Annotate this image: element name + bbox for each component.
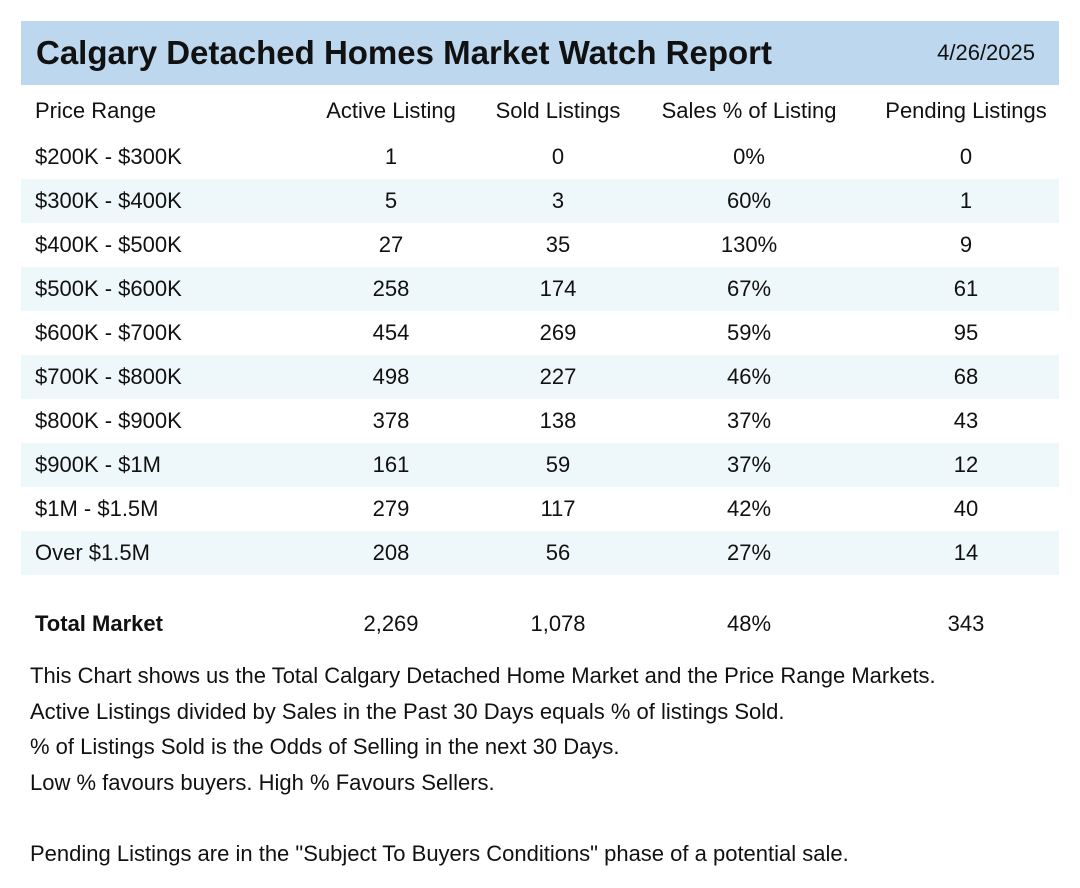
total-pct: 48%: [726, 611, 772, 636]
sold-listings-cell: 174: [539, 276, 577, 301]
table-row: $800K - $900K 378 138 37% 43: [21, 399, 1059, 443]
sales-pct-cell: 27%: [726, 540, 772, 565]
column-header-active-listing: Active Listing: [326, 98, 456, 123]
active-listing-cell: 27: [378, 232, 404, 257]
table-row: $1M - $1.5M 279 117 42% 40: [21, 487, 1059, 531]
sold-listings-cell: 56: [545, 540, 571, 565]
table-row: $900K - $1M 161 59 37% 12: [21, 443, 1059, 487]
pending-listings-cell: 1: [959, 188, 973, 213]
sold-listings-cell: 269: [539, 320, 577, 345]
price-range-cell: $800K - $900K: [35, 408, 182, 433]
sold-listings-cell: 138: [539, 408, 577, 433]
active-listing-cell: 208: [372, 540, 410, 565]
table-row: $300K - $400K 5 3 60% 1: [21, 179, 1059, 223]
sales-pct-cell: 37%: [726, 452, 772, 477]
pending-listings-cell: 12: [953, 452, 979, 477]
pending-listings-cell: 68: [953, 364, 979, 389]
table-row: $500K - $600K 258 174 67% 61: [21, 267, 1059, 311]
column-header-price-range: Price Range: [35, 98, 157, 123]
table-row: $600K - $700K 454 269 59% 95: [21, 311, 1059, 355]
active-listing-cell: 498: [372, 364, 410, 389]
sold-listings-cell: 0: [551, 144, 565, 169]
pending-listings-cell: 9: [959, 232, 973, 257]
price-range-cell: $500K - $600K: [35, 276, 182, 301]
total-active: 2,269: [363, 611, 419, 636]
table-row: $200K - $300K 1 0 0% 0: [21, 135, 1059, 179]
sold-listings-cell: 117: [540, 496, 576, 521]
table-header-row: Price Range Active Listing Sold Listings…: [21, 85, 1059, 135]
sold-listings-cell: 227: [539, 364, 577, 389]
column-header-sales-pct: Sales % of Listing: [661, 98, 837, 123]
market-table: Price Range Active Listing Sold Listings…: [21, 85, 1059, 655]
table-row: $700K - $800K 498 227 46% 68: [21, 355, 1059, 399]
pending-listings-cell: 14: [953, 540, 979, 565]
price-range-cell: $1M - $1.5M: [35, 496, 159, 521]
price-range-cell: $900K - $1M: [35, 452, 161, 477]
active-listing-cell: 378: [372, 408, 410, 433]
price-range-cell: $400K - $500K: [35, 232, 182, 257]
total-pending: 343: [947, 611, 985, 636]
note-line: % of Listings Sold is the Odds of Sellin…: [30, 734, 620, 759]
pending-listings-cell: 0: [959, 144, 973, 169]
sold-listings-cell: 35: [545, 232, 571, 257]
pending-listings-cell: 61: [953, 276, 979, 301]
active-listing-cell: 279: [372, 496, 410, 521]
price-range-cell: $700K - $800K: [35, 364, 182, 389]
sales-pct-cell: 37%: [726, 408, 772, 433]
sold-listings-cell: 3: [551, 188, 565, 213]
note-line: Active Listings divided by Sales in the …: [30, 698, 785, 724]
sales-pct-cell: 130%: [720, 232, 778, 257]
price-range-cell: $200K - $300K: [35, 144, 182, 169]
sales-pct-cell: 0%: [733, 144, 765, 169]
active-listing-cell: 1: [384, 144, 398, 169]
price-range-cell: $600K - $700K: [35, 320, 182, 345]
market-report: Calgary Detached Homes Market Watch Repo…: [21, 21, 1059, 655]
pending-listings-cell: 43: [953, 408, 979, 433]
notes-spacer: [30, 800, 1050, 836]
table-body: $200K - $300K 1 0 0% 0 $300K - $400K 5 3 60% 1 $40…: [21, 135, 1059, 575]
total-sold: 1,078: [530, 611, 586, 636]
total-row: Total Market 2,269 1,078 48% 343: [21, 575, 1059, 655]
total-label: Total Market: [35, 611, 163, 636]
pending-listings-cell: 95: [953, 320, 979, 345]
sales-pct-cell: 59%: [726, 320, 772, 345]
active-listing-cell: 454: [372, 320, 410, 345]
note-line: This Chart shows us the Total Calgary De…: [30, 663, 936, 688]
sold-listings-cell: 59: [545, 452, 571, 477]
report-notes: This Chart shows us the Total Calgary De…: [30, 658, 1050, 871]
report-title: Calgary Detached Homes Market Watch Repo…: [36, 34, 772, 71]
report-date: 4/26/2025: [937, 40, 1035, 65]
table-row: Over $1.5M 208 56 27% 14: [21, 531, 1059, 575]
column-header-sold-listings: Sold Listings: [495, 98, 621, 123]
price-range-cell: $300K - $400K: [35, 188, 182, 213]
sales-pct-cell: 60%: [726, 188, 772, 213]
active-listing-cell: 258: [372, 276, 410, 301]
report-header: Calgary Detached Homes Market Watch Repo…: [21, 21, 1059, 85]
pending-listings-cell: 40: [953, 496, 979, 521]
column-header-pending-listings: Pending Listings: [885, 98, 1047, 123]
table-row: $400K - $500K 27 35 130% 9: [21, 223, 1059, 267]
price-range-cell: Over $1.5M: [35, 540, 150, 565]
active-listing-cell: 161: [372, 452, 410, 477]
sales-pct-cell: 67%: [726, 276, 772, 301]
active-listing-cell: 5: [384, 188, 398, 213]
note-line: Low % favours buyers. High % Favours Sel…: [30, 769, 495, 795]
note-footer: Pending Listings are in the "Subject To …: [30, 840, 849, 866]
sales-pct-cell: 46%: [726, 364, 772, 389]
sales-pct-cell: 42%: [726, 496, 772, 521]
